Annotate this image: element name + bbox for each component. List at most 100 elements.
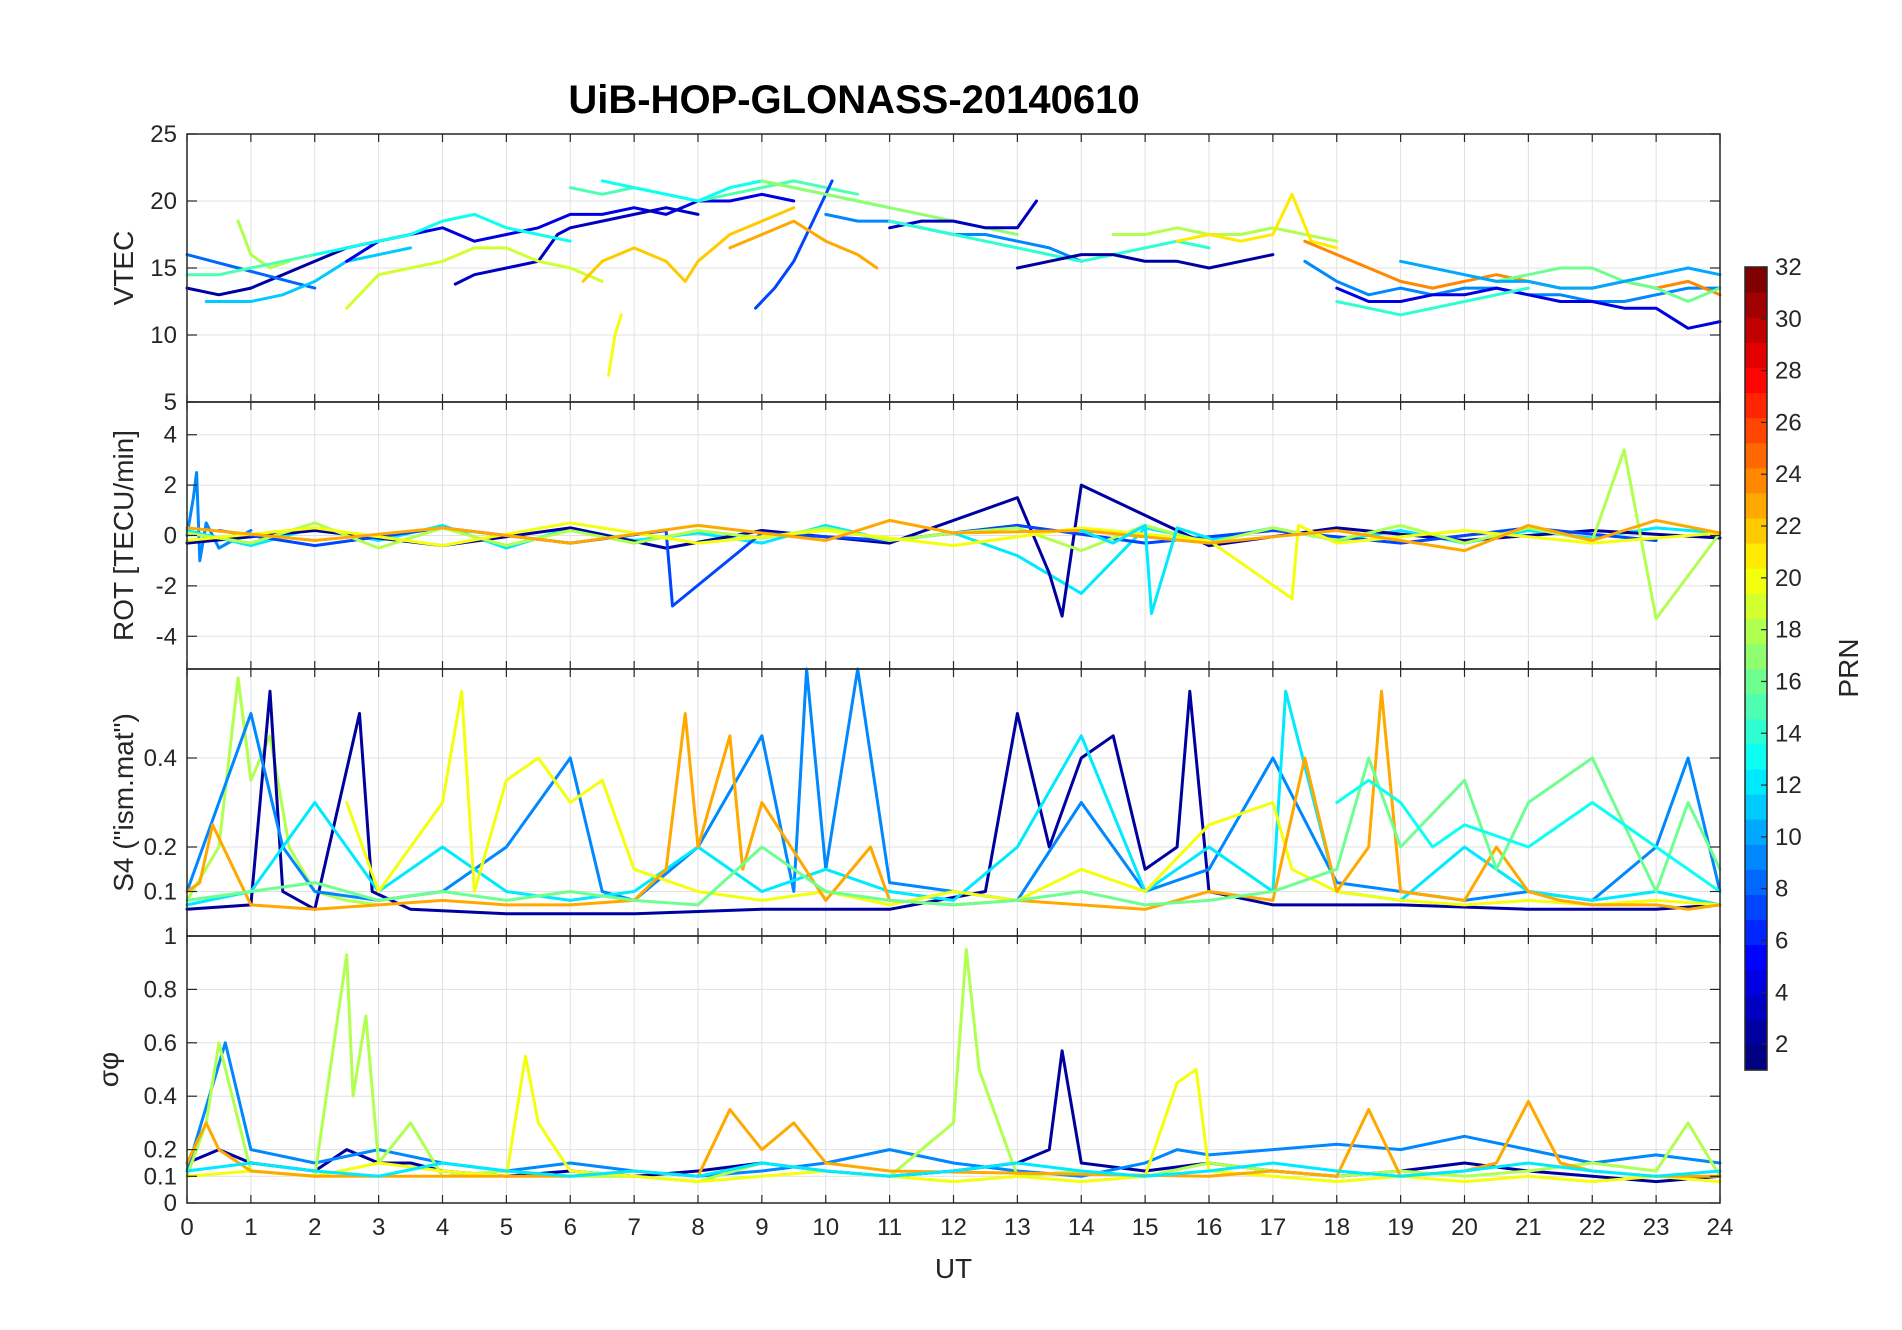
colorbar-tick-label: 6 xyxy=(1775,927,1788,954)
x-tick-label: 4 xyxy=(436,1214,449,1241)
x-tick-label: 1 xyxy=(244,1214,257,1241)
colorbar-tick-label: 16 xyxy=(1775,668,1802,695)
series-prn-2 xyxy=(1015,253,1275,270)
series-group xyxy=(185,947,1722,1184)
y-tick-label: 0 xyxy=(164,523,177,550)
colorbar-segment xyxy=(1745,417,1767,444)
colorbar-tick-label: 10 xyxy=(1775,824,1802,851)
x-tick-label: 24 xyxy=(1707,1214,1734,1241)
x-tick-label: 12 xyxy=(940,1214,967,1241)
colorbar-tick-label: 28 xyxy=(1775,358,1802,385)
colorbar-segment xyxy=(1745,643,1767,670)
series-prn-18 xyxy=(1111,226,1339,243)
colorbar-segment xyxy=(1745,568,1767,594)
colorbar-segment xyxy=(1745,743,1767,770)
series-prn-12 xyxy=(185,1161,1722,1178)
x-tick-label: 7 xyxy=(627,1214,640,1241)
y-tick-label: -2 xyxy=(156,573,177,600)
x-tick-label: 20 xyxy=(1451,1214,1478,1241)
series-prn-20 xyxy=(185,1054,1722,1184)
series-prn-13 xyxy=(313,212,572,257)
x-tick-label: 17 xyxy=(1260,1214,1287,1241)
series-prn-16 xyxy=(185,756,1722,907)
colorbar-segment xyxy=(1745,392,1767,419)
colorbar-segment xyxy=(1745,1019,1767,1046)
colorbar-segment xyxy=(1745,869,1767,895)
series-prn-4 xyxy=(1335,286,1722,330)
y-axis-label: ROT [TECU/min] xyxy=(108,430,139,641)
x-tick-label: 5 xyxy=(500,1214,513,1241)
series-prn-7 xyxy=(754,179,834,310)
colorbar-tick-label: 26 xyxy=(1775,409,1802,436)
y-tick-label: 0.1 xyxy=(144,1163,177,1190)
series-group xyxy=(185,667,1722,916)
colorbar-segment xyxy=(1745,467,1767,494)
panel-1: 5 10 15 20 25 VTEC xyxy=(108,121,1722,416)
colorbar-tick-label: 18 xyxy=(1775,617,1802,644)
y-tick-label: 0 xyxy=(164,1190,177,1217)
colorbar-segment xyxy=(1745,844,1767,870)
panel-3: 0.1 0.2 0.4S4 ("ism.mat") xyxy=(108,667,1722,937)
figure-title: UiB-HOP-GLONASS-20140610 xyxy=(568,78,1139,122)
series-prn-16 xyxy=(1463,266,1722,303)
colorbar-segment xyxy=(1745,543,1767,569)
y-tick-label: 0.4 xyxy=(144,745,177,772)
x-tick-label: 18 xyxy=(1323,1214,1350,1241)
y-tick-label: 5 xyxy=(164,389,177,416)
y-tick-label: 4 xyxy=(164,422,177,449)
series-prn-8 xyxy=(185,253,317,290)
colorbar-segment xyxy=(1745,317,1767,343)
series-prn-22 xyxy=(581,206,796,283)
colorbar-tick-label: 32 xyxy=(1775,254,1802,281)
y-axis-label: VTEC xyxy=(108,231,139,306)
colorbar-tick-label: 14 xyxy=(1775,720,1802,747)
x-tick-label: 11 xyxy=(877,1214,902,1241)
series-prn-18 xyxy=(185,676,381,907)
colorbar-tick-label: 2 xyxy=(1775,1031,1788,1058)
colorbar-segment xyxy=(1745,693,1767,720)
colorbar-segment xyxy=(1745,267,1767,293)
x-tick-label: 15 xyxy=(1132,1214,1159,1241)
colorbar-segment xyxy=(1745,342,1767,368)
series-prn-19 xyxy=(345,246,604,310)
colorbar-segment xyxy=(1745,718,1767,745)
colorbar-segment xyxy=(1745,919,1767,946)
y-tick-label: 0.1 xyxy=(144,879,177,906)
series-prn-23 xyxy=(185,1100,1722,1178)
colorbar-tick-label: 12 xyxy=(1775,772,1802,799)
series-prn-23 xyxy=(185,518,1722,553)
colorbar-segment xyxy=(1745,894,1767,921)
x-tick-label: 22 xyxy=(1579,1214,1606,1241)
y-tick-label: 0.4 xyxy=(144,1083,177,1110)
series-prn-23 xyxy=(728,219,879,270)
x-tick-label: 10 xyxy=(812,1214,839,1241)
x-tick-label: 16 xyxy=(1196,1214,1223,1241)
colorbar-segment xyxy=(1745,618,1767,645)
y-tick-label: 0.2 xyxy=(144,1137,177,1164)
series-prn-10 xyxy=(1399,259,1722,290)
series-prn-3 xyxy=(453,206,700,286)
colorbar-segment xyxy=(1745,944,1767,971)
series-prn-13 xyxy=(600,179,892,210)
y-tick-label: 10 xyxy=(150,322,177,349)
y-tick-label: 15 xyxy=(150,255,177,282)
series-prn-14 xyxy=(1335,286,1530,317)
series-prn-14 xyxy=(888,219,1211,263)
series-prn-9 xyxy=(185,1041,1722,1178)
colorbar-tick-label: 8 xyxy=(1775,876,1788,903)
y-tick-label: 0.6 xyxy=(144,1030,177,1057)
series-prn-20 xyxy=(185,521,1722,600)
y-tick-label: -4 xyxy=(156,623,177,650)
colorbar-segment xyxy=(1745,492,1767,519)
series-prn-18 xyxy=(236,219,291,270)
series-group xyxy=(185,448,1722,621)
series-prn-9 xyxy=(185,471,253,563)
colorbar-segment xyxy=(1745,593,1767,619)
y-tick-label: 2 xyxy=(164,472,177,499)
y-axis-label: σφ xyxy=(93,1052,124,1087)
series-prn-21 xyxy=(1175,192,1339,250)
series-prn-12 xyxy=(1079,523,1211,616)
x-tick-label: 19 xyxy=(1387,1214,1414,1241)
